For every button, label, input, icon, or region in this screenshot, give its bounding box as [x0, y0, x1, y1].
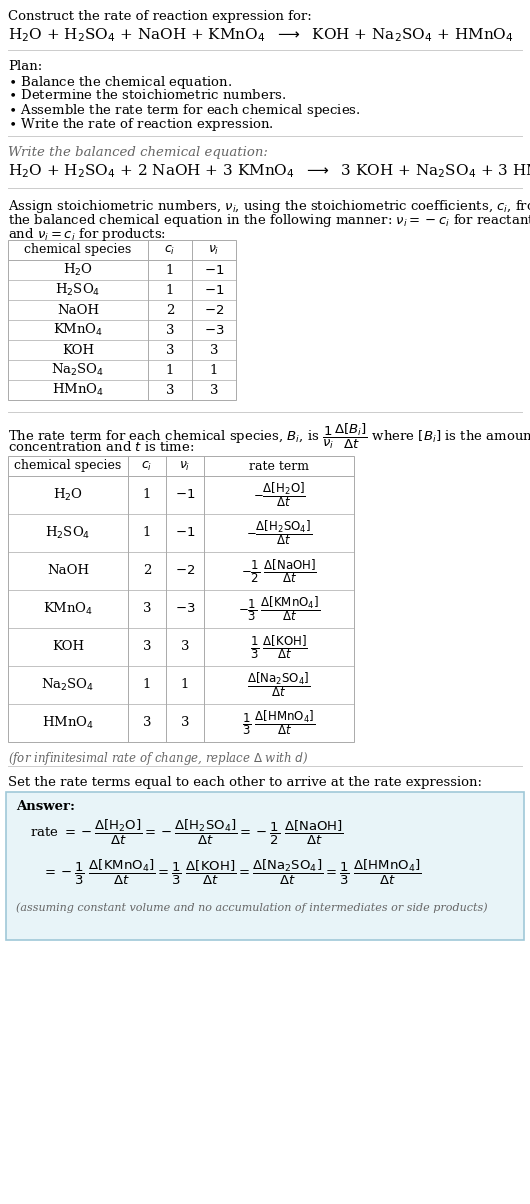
Text: (for infinitesimal rate of change, replace $\Delta$ with $d$): (for infinitesimal rate of change, repla… — [8, 750, 308, 767]
Text: $-\dfrac{\Delta[\mathrm{H_2SO_4}]}{\Delta t}$: $-\dfrac{\Delta[\mathrm{H_2SO_4}]}{\Delt… — [246, 519, 312, 548]
Text: $-\dfrac{1}{3}\ \dfrac{\Delta[\mathrm{KMnO_4}]}{\Delta t}$: $-\dfrac{1}{3}\ \dfrac{\Delta[\mathrm{KM… — [238, 595, 320, 624]
Text: $-\dfrac{\Delta[\mathrm{H_2O}]}{\Delta t}$: $-\dfrac{\Delta[\mathrm{H_2O}]}{\Delta t… — [253, 480, 305, 509]
Text: $\nu_i$: $\nu_i$ — [208, 243, 220, 256]
Text: concentration and $t$ is time:: concentration and $t$ is time: — [8, 439, 195, 454]
Text: 3: 3 — [210, 343, 218, 356]
Text: Plan:: Plan: — [8, 60, 42, 73]
Text: $= -\dfrac{1}{3}\ \dfrac{\Delta[\mathrm{KMnO_4}]}{\Delta t} = \dfrac{1}{3}\ \dfr: $= -\dfrac{1}{3}\ \dfrac{\Delta[\mathrm{… — [42, 858, 422, 887]
Text: 3: 3 — [181, 641, 189, 654]
Text: $-3$: $-3$ — [175, 602, 195, 615]
Text: $c_i$: $c_i$ — [142, 460, 153, 472]
Text: 3: 3 — [166, 324, 174, 336]
Text: H$_2$O: H$_2$O — [53, 486, 83, 503]
Text: Na$_2$SO$_4$: Na$_2$SO$_4$ — [51, 362, 104, 378]
Text: KMnO$_4$: KMnO$_4$ — [53, 321, 103, 338]
Text: Construct the rate of reaction expression for:: Construct the rate of reaction expressio… — [8, 10, 312, 23]
Text: Set the rate terms equal to each other to arrive at the rate expression:: Set the rate terms equal to each other t… — [8, 777, 482, 789]
Text: $\bullet$ Determine the stoichiometric numbers.: $\bullet$ Determine the stoichiometric n… — [8, 88, 286, 102]
Text: KOH: KOH — [62, 343, 94, 356]
Text: $\bullet$ Assemble the rate term for each chemical species.: $\bullet$ Assemble the rate term for eac… — [8, 102, 361, 119]
Text: $-2$: $-2$ — [175, 565, 195, 578]
Bar — [8, 456, 354, 742]
Text: (assuming constant volume and no accumulation of intermediates or side products): (assuming constant volume and no accumul… — [16, 902, 488, 913]
Text: 3: 3 — [181, 716, 189, 730]
Text: Write the balanced chemical equation:: Write the balanced chemical equation: — [8, 146, 268, 159]
Text: HMnO$_4$: HMnO$_4$ — [52, 382, 104, 399]
Text: 3: 3 — [166, 343, 174, 356]
Text: 1: 1 — [143, 679, 151, 691]
Text: $\nu_i$: $\nu_i$ — [179, 460, 191, 472]
Text: chemical species: chemical species — [24, 243, 131, 256]
Text: H$_2$O + H$_2$SO$_4$ + NaOH + KMnO$_4$  $\longrightarrow$  KOH + Na$_2$SO$_4$ + : H$_2$O + H$_2$SO$_4$ + NaOH + KMnO$_4$ $… — [8, 26, 514, 43]
Text: NaOH: NaOH — [57, 303, 99, 317]
Text: rate $= -\dfrac{\Delta[\mathrm{H_2O}]}{\Delta t} = -\dfrac{\Delta[\mathrm{H_2SO_: rate $= -\dfrac{\Delta[\mathrm{H_2O}]}{\… — [30, 818, 344, 848]
Text: 3: 3 — [210, 384, 218, 396]
Text: 1: 1 — [143, 526, 151, 539]
Text: 1: 1 — [166, 283, 174, 296]
Text: the balanced chemical equation in the following manner: $\nu_i = -c_i$ for react: the balanced chemical equation in the fo… — [8, 212, 530, 229]
Text: 3: 3 — [143, 641, 151, 654]
Text: 2: 2 — [143, 565, 151, 578]
Text: chemical species: chemical species — [14, 460, 121, 472]
Text: 3: 3 — [166, 384, 174, 396]
Text: $-1$: $-1$ — [175, 489, 195, 502]
Text: 1: 1 — [166, 264, 174, 277]
Text: H$_2$SO$_4$: H$_2$SO$_4$ — [46, 525, 91, 541]
Text: $-\dfrac{1}{2}\ \dfrac{\Delta[\mathrm{NaOH}]}{\Delta t}$: $-\dfrac{1}{2}\ \dfrac{\Delta[\mathrm{Na… — [241, 557, 317, 585]
Text: Answer:: Answer: — [16, 799, 75, 813]
Text: KMnO$_4$: KMnO$_4$ — [43, 601, 93, 616]
Text: The rate term for each chemical species, $B_i$, is $\dfrac{1}{\nu_i}\dfrac{\Delt: The rate term for each chemical species,… — [8, 421, 530, 452]
Text: 1: 1 — [166, 364, 174, 377]
Text: 3: 3 — [143, 602, 151, 615]
Text: Na$_2$SO$_4$: Na$_2$SO$_4$ — [41, 677, 95, 694]
Text: $-3$: $-3$ — [204, 324, 224, 336]
Bar — [8, 240, 236, 400]
Text: KOH: KOH — [52, 641, 84, 654]
Text: and $\nu_i = c_i$ for products:: and $\nu_i = c_i$ for products: — [8, 226, 166, 243]
Text: $-1$: $-1$ — [204, 264, 224, 277]
Text: $\bullet$ Write the rate of reaction expression.: $\bullet$ Write the rate of reaction exp… — [8, 116, 274, 132]
Text: 1: 1 — [181, 679, 189, 691]
Text: $-1$: $-1$ — [204, 283, 224, 296]
Text: H$_2$SO$_4$: H$_2$SO$_4$ — [55, 282, 101, 299]
Text: $c_i$: $c_i$ — [164, 243, 175, 256]
Text: $\bullet$ Balance the chemical equation.: $\bullet$ Balance the chemical equation. — [8, 73, 232, 92]
Text: HMnO$_4$: HMnO$_4$ — [42, 715, 94, 731]
Text: 3: 3 — [143, 716, 151, 730]
Text: $\dfrac{\Delta[\mathrm{Na_2SO_4}]}{\Delta t}$: $\dfrac{\Delta[\mathrm{Na_2SO_4}]}{\Delt… — [248, 671, 311, 700]
Text: 2: 2 — [166, 303, 174, 317]
Text: 1: 1 — [210, 364, 218, 377]
Text: rate term: rate term — [249, 460, 309, 472]
Text: $-2$: $-2$ — [204, 303, 224, 317]
Text: H$_2$O: H$_2$O — [63, 262, 93, 278]
Text: $\dfrac{1}{3}\ \dfrac{\Delta[\mathrm{HMnO_4}]}{\Delta t}$: $\dfrac{1}{3}\ \dfrac{\Delta[\mathrm{HMn… — [242, 709, 316, 737]
Text: $-1$: $-1$ — [175, 526, 195, 539]
FancyBboxPatch shape — [6, 792, 524, 940]
Text: Assign stoichiometric numbers, $\nu_i$, using the stoichiometric coefficients, $: Assign stoichiometric numbers, $\nu_i$, … — [8, 197, 530, 216]
Text: $\dfrac{1}{3}\ \dfrac{\Delta[\mathrm{KOH}]}{\Delta t}$: $\dfrac{1}{3}\ \dfrac{\Delta[\mathrm{KOH… — [250, 633, 308, 661]
Text: NaOH: NaOH — [47, 565, 89, 578]
Text: 1: 1 — [143, 489, 151, 502]
Text: H$_2$O + H$_2$SO$_4$ + 2 NaOH + 3 KMnO$_4$  $\longrightarrow$  3 KOH + Na$_2$SO$: H$_2$O + H$_2$SO$_4$ + 2 NaOH + 3 KMnO$_… — [8, 163, 530, 179]
